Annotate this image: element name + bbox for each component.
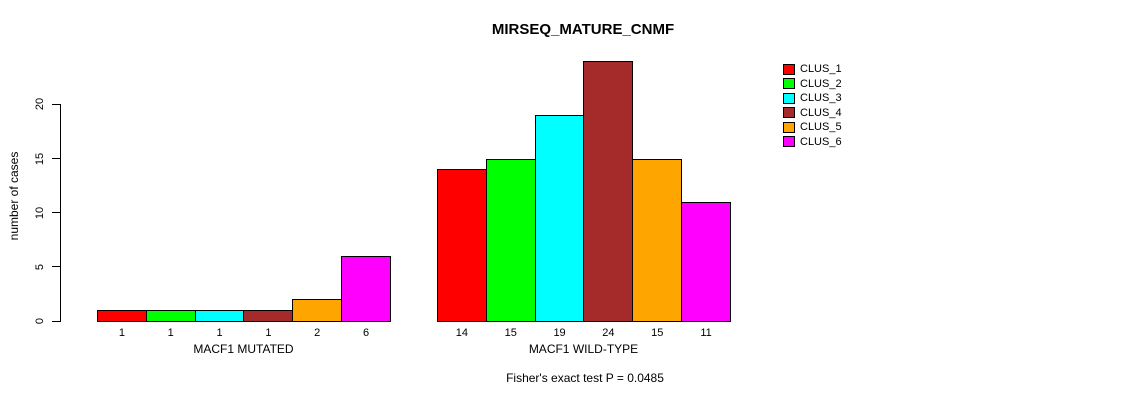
bar-value-label: 14 (455, 327, 469, 339)
y-axis-tick (52, 266, 61, 268)
y-axis-tick-label: 0 (34, 317, 46, 325)
y-axis-tick-label: 5 (34, 263, 46, 270)
legend-label: CLUS_4 (800, 106, 842, 119)
legend: CLUS_1 CLUS_2 CLUS_3 CLUS_4 CLUS_5 CLUS_6 (783, 62, 842, 149)
bar-value-label: 1 (167, 327, 174, 339)
legend-item-clus_6: CLUS_6 (783, 135, 842, 150)
group-label-mutated: MACF1 MUTATED (193, 342, 294, 356)
bar-value-label: 2 (314, 327, 321, 339)
bar-value-label: 1 (118, 327, 125, 339)
bar-clus_3-wildtype (534, 115, 585, 322)
bar-value-label: 11 (700, 327, 712, 339)
bar-value-label: 1 (216, 327, 223, 339)
legend-item-clus_4: CLUS_4 (783, 106, 842, 121)
y-axis-tick (52, 103, 61, 105)
bar-clus_3-mutated (194, 310, 245, 322)
legend-item-clus_3: CLUS_3 (783, 91, 842, 106)
y-axis-tick-label: 20 (34, 98, 46, 111)
bar-clus_2-wildtype (485, 158, 536, 322)
y-axis-tick-label: 15 (34, 152, 46, 165)
legend-label: CLUS_6 (800, 135, 842, 148)
y-axis-tick (52, 212, 61, 214)
bar-clus_1-wildtype (437, 169, 487, 322)
bar-clus_5-wildtype (632, 158, 683, 322)
chart-title: MIRSEQ_MATURE_CNMF (491, 21, 675, 38)
legend-swatch-clus_6 (783, 136, 795, 148)
legend-label: CLUS_1 (800, 63, 842, 76)
y-axis-tick-label: 10 (34, 206, 46, 219)
y-axis-tick (52, 320, 61, 322)
bar-value-label: 19 (553, 327, 566, 339)
legend-swatch-clus_4 (783, 107, 795, 119)
annotation-text: Fisher's exact test P = 0.0485 (506, 371, 664, 385)
bar-clus_6-mutated (341, 256, 391, 322)
legend-item-clus_1: CLUS_1 (783, 62, 842, 77)
bar-clus_2-mutated (145, 310, 196, 322)
bar-value-label: 24 (602, 327, 615, 339)
bar-clus_1-mutated (97, 310, 147, 322)
legend-swatch-clus_3 (783, 92, 795, 104)
legend-item-clus_2: CLUS_2 (783, 77, 842, 92)
bar-clus_5-mutated (292, 299, 343, 322)
legend-label: CLUS_5 (800, 121, 842, 134)
bar-clus_4-mutated (243, 310, 294, 322)
y-axis-tick (52, 158, 61, 160)
legend-swatch-clus_2 (783, 78, 795, 90)
legend-swatch-clus_5 (783, 121, 795, 133)
group-label-wildtype: MACF1 WILD-TYPE (528, 342, 639, 356)
bar-clus_4-wildtype (583, 61, 634, 322)
y-axis-line (60, 104, 61, 322)
bar-value-label: 15 (651, 327, 664, 339)
bar-value-label: 6 (363, 327, 370, 339)
legend-swatch-clus_1 (783, 63, 795, 75)
bar-clus_6-wildtype (681, 201, 731, 322)
legend-label: CLUS_3 (800, 92, 842, 105)
legend-label: CLUS_2 (800, 77, 842, 90)
legend-item-clus_5: CLUS_5 (783, 120, 842, 135)
bar-value-label: 1 (265, 327, 272, 339)
bar-value-label: 15 (504, 327, 517, 339)
